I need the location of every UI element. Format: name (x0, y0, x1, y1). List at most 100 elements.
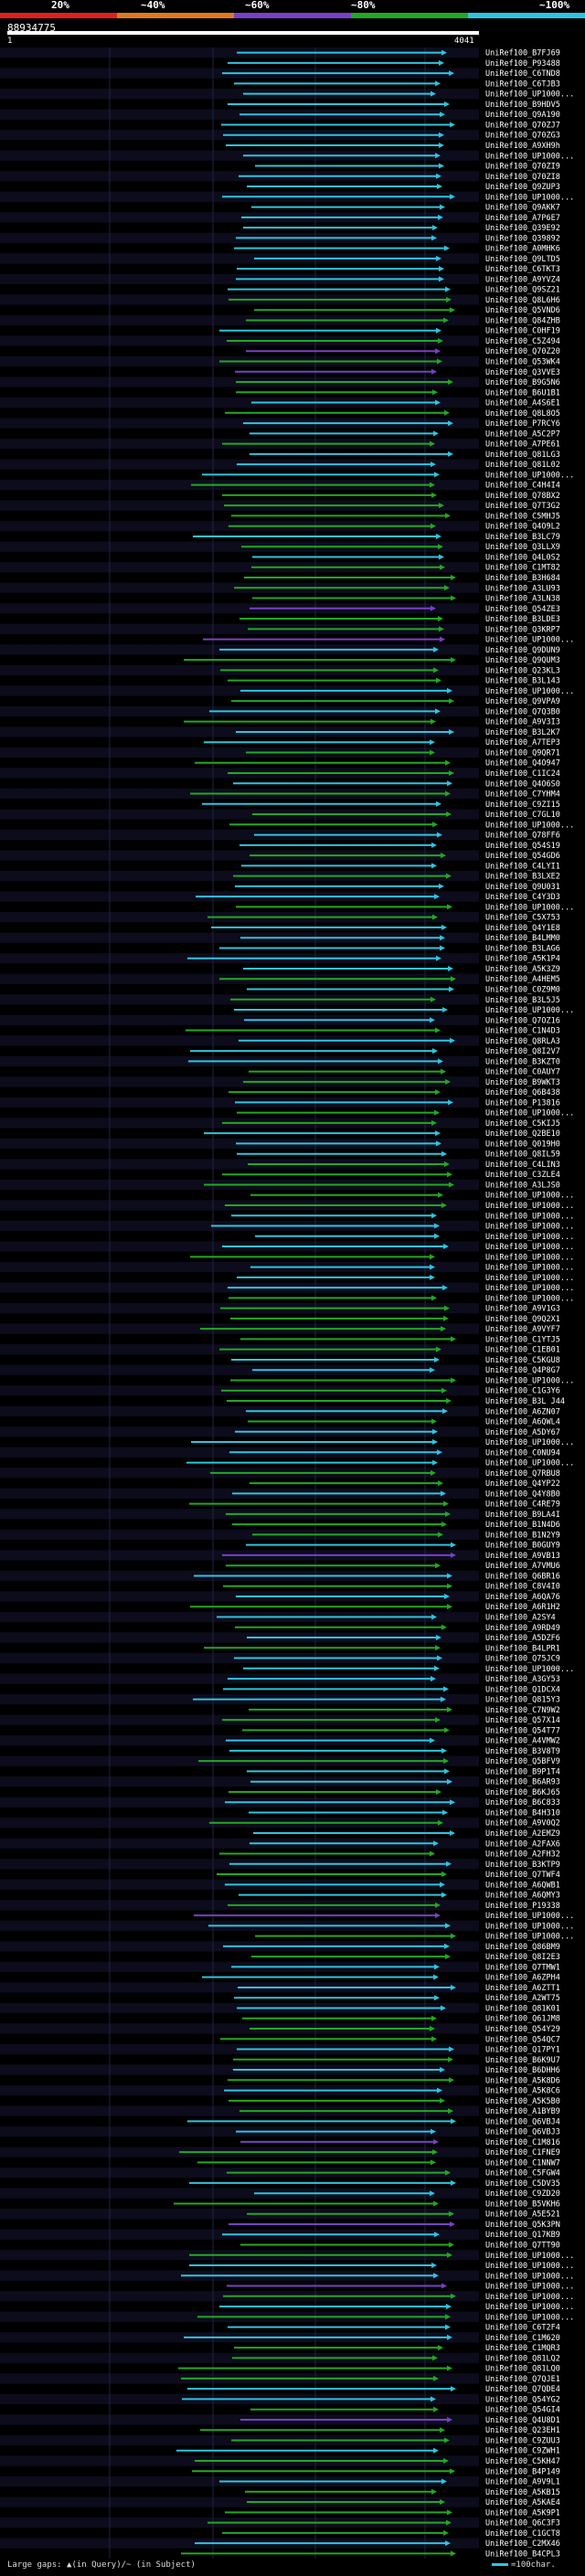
hit-label[interactable]: UniRef100_C5KIJ5 (485, 1119, 560, 1129)
hit-row[interactable]: UniRef100_A9XH9h (226, 142, 560, 151)
hit-label[interactable]: UniRef100_Q39E92 (485, 224, 560, 233)
hit-label[interactable]: UniRef100_C9ZI15 (485, 800, 560, 810)
hit-label[interactable]: UniRef100_Q81LG3 (485, 451, 560, 460)
hit-row[interactable]: UniRef100_Q6BR16 (194, 1572, 560, 1581)
hit-row[interactable]: UniRef100_C6TJB3 (234, 80, 560, 89)
hit-row[interactable]: UniRef100_C4LIN3 (248, 1161, 560, 1170)
hit-row[interactable]: UniRef100_UP1000... (189, 2262, 574, 2271)
hit-row[interactable]: UniRef100_Q3LLX9 (241, 543, 560, 552)
hit-row[interactable]: UniRef100_UP1000... (219, 2303, 574, 2312)
hit-label[interactable]: UniRef100_Q17PY1 (485, 2046, 560, 2055)
hit-label[interactable]: UniRef100_Q70ZI9 (485, 163, 560, 172)
hit-row[interactable]: UniRef100_UP1000... (243, 90, 574, 100)
hit-row[interactable]: UniRef100_B1N4D6 (232, 1521, 560, 1530)
hit-row[interactable]: UniRef100_B3L2K7 (236, 728, 560, 737)
hit-row[interactable]: UniRef100_A6QWB1 (225, 1881, 560, 1890)
hit-row[interactable]: UniRef100_Q17KB9 (222, 2231, 560, 2240)
hit-row[interactable]: UniRef100_A7TEP3 (204, 738, 560, 747)
hit-row[interactable]: UniRef100_UP1000... (230, 1376, 574, 1385)
hit-label[interactable]: UniRef100_B3KTP9 (485, 1860, 560, 1870)
hit-label[interactable]: UniRef100_Q84ZHB (485, 316, 560, 325)
hit-row[interactable]: UniRef100_B3V8T9 (229, 1747, 560, 1756)
hit-label[interactable]: UniRef100_Q6BR16 (485, 1572, 560, 1581)
hit-row[interactable]: UniRef100_Q8IL59 (237, 1150, 560, 1160)
hit-label[interactable]: UniRef100_Q78FF6 (485, 832, 560, 841)
hit-label[interactable]: UniRef100_C6TND8 (485, 69, 560, 79)
hit-row[interactable]: UniRef100_Q5VND6 (254, 306, 560, 315)
hit-row[interactable]: UniRef100_Q3KRP7 (248, 625, 560, 634)
hit-row[interactable]: UniRef100_C0Z9M0 (247, 986, 560, 995)
hit-row[interactable]: UniRef100_UP1000... (237, 1109, 574, 1118)
hit-row[interactable]: UniRef100_C0AUY7 (249, 1068, 560, 1077)
hit-label[interactable]: UniRef100_C5KGU8 (485, 1356, 560, 1365)
hit-row[interactable]: UniRef100_Q54GD6 (250, 852, 560, 861)
hit-row[interactable]: UniRef100_Q9QUM3 (184, 656, 560, 665)
hit-label[interactable]: UniRef100_Q9ZUP3 (485, 183, 560, 192)
hit-label[interactable]: UniRef100_B6KJ65 (485, 1788, 560, 1797)
hit-label[interactable]: UniRef100_B3L J44 (485, 1397, 565, 1406)
hit-label[interactable]: UniRef100_Q5VND6 (485, 306, 560, 315)
hit-row[interactable]: UniRef100_B3L J44 (227, 1397, 565, 1406)
hit-label[interactable]: UniRef100_A9VYF7 (485, 1325, 560, 1334)
hit-row[interactable]: UniRef100_Q78BX2 (222, 492, 560, 501)
hit-row[interactable]: UniRef100_A5K3Z9 (243, 965, 560, 974)
hit-label[interactable]: UniRef100_Q75JC9 (485, 1655, 560, 1664)
hit-row[interactable]: UniRef100_C5Z494 (227, 337, 560, 346)
hit-label[interactable]: UniRef100_UP1000... (485, 1223, 574, 1232)
hit-row[interactable]: UniRef100_C7GL10 (252, 811, 560, 820)
hit-row[interactable]: UniRef100_Q61JM8 (242, 2015, 560, 2024)
hit-label[interactable]: UniRef100_UP1000... (485, 1459, 574, 1468)
hit-row[interactable]: UniRef100_C2MX46 (195, 2539, 560, 2549)
hit-row[interactable]: UniRef100_Q4P8G7 (252, 1366, 560, 1375)
hit-row[interactable]: UniRef100_C5X753 (207, 914, 560, 923)
hit-label[interactable]: UniRef100_C5MHJ5 (485, 512, 560, 521)
hit-label[interactable]: UniRef100_C0HF19 (485, 327, 560, 336)
hit-row[interactable]: UniRef100_UP1000... (229, 1294, 574, 1303)
hit-label[interactable]: UniRef100_B9WKT3 (485, 1078, 560, 1087)
hit-row[interactable]: UniRef100_B9LA4I (226, 1511, 560, 1520)
hit-row[interactable]: UniRef100_Q9VPA9 (231, 697, 560, 706)
hit-row[interactable]: UniRef100_A4S6E1 (251, 399, 560, 408)
hit-row[interactable]: UniRef100_A6QMY3 (239, 1892, 560, 1901)
hit-row[interactable]: UniRef100_A1BYB9 (239, 2107, 560, 2116)
hit-row[interactable]: UniRef100_Q53WK4 (219, 358, 560, 367)
hit-label[interactable]: UniRef100_Q7T3G2 (485, 502, 560, 511)
hit-row[interactable]: UniRef100_B3LXE2 (233, 873, 560, 882)
hit-label[interactable]: UniRef100_A5C2P7 (485, 429, 560, 439)
hit-row[interactable]: UniRef100_A6ZN07 (246, 1407, 560, 1416)
hit-row[interactable]: UniRef100_A2FH32 (219, 1850, 560, 1860)
hit-row[interactable]: UniRef100_A5C2P7 (250, 429, 560, 439)
hit-label[interactable]: UniRef100_Q8L8O5 (485, 409, 560, 419)
hit-row[interactable]: UniRef100_Q70ZI9 (255, 163, 560, 172)
hit-label[interactable]: UniRef100_Q81L02 (485, 461, 560, 470)
hit-label[interactable]: UniRef100_UP1000... (485, 1922, 574, 1931)
hit-label[interactable]: UniRef100_Q7TT90 (485, 2242, 560, 2251)
hit-row[interactable]: UniRef100_C9ZD20 (254, 2189, 560, 2199)
hit-label[interactable]: UniRef100_B9LA4I (485, 1511, 560, 1520)
hit-label[interactable]: UniRef100_Q53WK4 (485, 358, 560, 367)
hit-row[interactable]: UniRef100_C8V4I0 (223, 1583, 560, 1592)
hit-label[interactable]: UniRef100_UP1000... (485, 1264, 574, 1273)
hit-row[interactable]: UniRef100_Q7OZ16 (244, 1016, 560, 1025)
hit-label[interactable]: UniRef100_Q57X14 (485, 1716, 560, 1725)
hit-label[interactable]: UniRef100_Q7QDE4 (485, 2385, 560, 2394)
hit-label[interactable]: UniRef100_B3V8T9 (485, 1747, 560, 1756)
hit-label[interactable]: UniRef100_B9G5N6 (485, 378, 560, 387)
hit-row[interactable]: UniRef100_C1NNW7 (197, 2158, 560, 2168)
hit-label[interactable]: UniRef100_UP1000... (485, 2293, 574, 2302)
hit-row[interactable]: UniRef100_UP1000... (250, 1192, 574, 1201)
hit-row[interactable]: UniRef100_A9YVZ4 (236, 275, 560, 284)
hit-row[interactable]: UniRef100_Q4O947 (195, 759, 560, 769)
hit-row[interactable]: UniRef100_B4LPR1 (204, 1644, 560, 1653)
hit-row[interactable]: UniRef100_Q6C3F3 (207, 2519, 560, 2528)
hit-label[interactable]: UniRef100_B3H684 (485, 574, 560, 583)
hit-label[interactable]: UniRef100_Q9LTD5 (485, 255, 560, 264)
hit-row[interactable]: UniRef100_B6C833 (225, 1798, 560, 1807)
hit-label[interactable]: UniRef100_Q3VVE3 (485, 368, 560, 377)
hit-row[interactable]: UniRef100_Q7TWF4 (217, 1871, 560, 1880)
hit-label[interactable]: UniRef100_Q7TMW1 (485, 1963, 560, 1972)
hit-label[interactable]: UniRef100_UP1000... (485, 1233, 574, 1242)
hit-row[interactable]: UniRef100_Q5K3PN (229, 2221, 560, 2230)
hit-label[interactable]: UniRef100_C1MT82 (485, 564, 560, 573)
hit-label[interactable]: UniRef100_Q8IL59 (485, 1150, 560, 1160)
